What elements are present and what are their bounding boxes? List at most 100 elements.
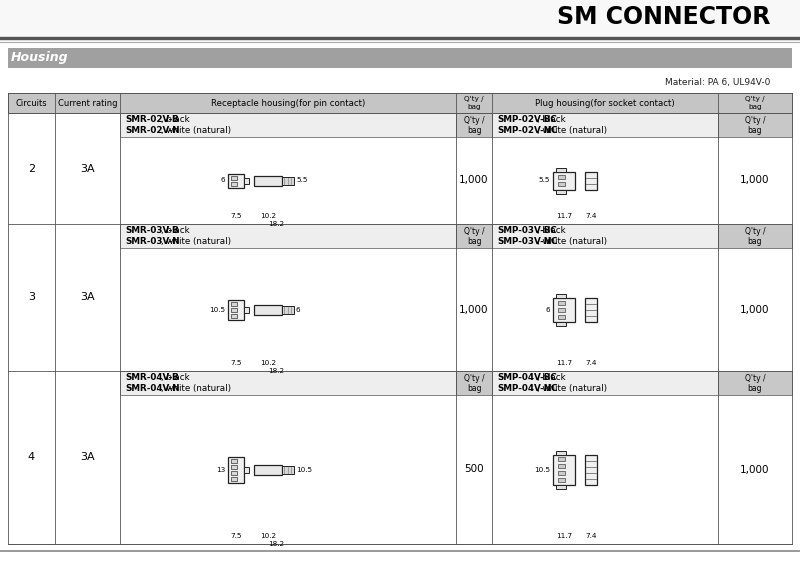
Text: 3: 3	[28, 293, 35, 302]
Bar	[558, 478, 565, 482]
Bar	[556, 294, 566, 298]
Text: , white (natural): , white (natural)	[537, 126, 607, 135]
Bar	[231, 470, 237, 474]
Text: Q'ty /: Q'ty /	[745, 374, 766, 383]
Text: Housing: Housing	[11, 52, 69, 65]
Text: SMP-02V-NC: SMP-02V-NC	[497, 126, 558, 135]
Text: 4: 4	[28, 452, 35, 462]
Text: SMP-04V-BC: SMP-04V-BC	[497, 373, 557, 382]
Text: 6: 6	[220, 178, 225, 183]
Bar	[231, 458, 237, 462]
Text: 11.7: 11.7	[556, 533, 572, 539]
Bar	[120, 113, 456, 137]
Text: 2: 2	[28, 164, 35, 174]
Bar	[553, 298, 575, 321]
Text: Receptacle housing(for pin contact): Receptacle housing(for pin contact)	[211, 98, 365, 108]
Text: 1,000: 1,000	[459, 305, 489, 315]
Text: SMR-04V-B: SMR-04V-B	[125, 373, 179, 382]
Bar	[231, 314, 237, 318]
Text: 3A: 3A	[80, 164, 95, 174]
Bar	[231, 477, 237, 481]
Bar	[244, 307, 249, 312]
Text: 11.7: 11.7	[556, 360, 572, 366]
Text: 3A: 3A	[80, 293, 95, 302]
Text: 13: 13	[216, 466, 225, 473]
Bar	[120, 371, 456, 395]
Bar	[254, 465, 282, 474]
Text: Circuits: Circuits	[16, 98, 47, 108]
Text: Q'ty /: Q'ty /	[464, 374, 484, 383]
Bar	[456, 113, 492, 137]
Text: , white (natural): , white (natural)	[537, 237, 607, 246]
Text: 1,000: 1,000	[740, 305, 770, 315]
Text: Material: PA 6, UL94V-0: Material: PA 6, UL94V-0	[665, 78, 770, 87]
Text: bag: bag	[466, 384, 482, 393]
Bar	[553, 454, 575, 484]
Bar	[254, 175, 282, 186]
Bar	[254, 305, 282, 315]
Text: 10.2: 10.2	[260, 213, 276, 219]
Text: , black: , black	[161, 115, 190, 124]
Text: SMR-03V-N: SMR-03V-N	[125, 237, 179, 246]
Text: SMR-02V-N: SMR-02V-N	[125, 126, 179, 135]
Bar	[120, 224, 456, 248]
Text: 7.5: 7.5	[230, 533, 242, 539]
Bar	[558, 307, 565, 311]
Text: , black: , black	[161, 226, 190, 235]
Bar	[558, 471, 565, 475]
Bar	[231, 302, 237, 306]
Bar	[228, 174, 244, 187]
Bar	[8, 48, 792, 68]
Text: , white (natural): , white (natural)	[161, 237, 231, 246]
Text: bag: bag	[748, 126, 762, 135]
Text: 18.2: 18.2	[268, 221, 284, 227]
Text: 7.5: 7.5	[230, 360, 242, 366]
Bar	[282, 465, 294, 474]
Text: , white (natural): , white (natural)	[161, 126, 231, 135]
Bar	[231, 182, 237, 186]
Bar	[244, 178, 249, 183]
Text: bag: bag	[466, 237, 482, 246]
Text: 11.7: 11.7	[556, 213, 572, 219]
Text: , white (natural): , white (natural)	[537, 384, 607, 393]
Bar	[282, 177, 294, 185]
Bar	[231, 175, 237, 179]
Text: 18.2: 18.2	[268, 541, 284, 547]
Bar	[492, 224, 718, 248]
Text: 1,000: 1,000	[740, 465, 770, 474]
Bar	[718, 371, 792, 395]
Bar	[558, 464, 565, 468]
Text: Plug housing(for socket contact): Plug housing(for socket contact)	[535, 98, 675, 108]
Text: 500: 500	[464, 465, 484, 474]
Text: , black: , black	[161, 373, 190, 382]
Text: 10.2: 10.2	[260, 533, 276, 539]
Text: 3A: 3A	[80, 452, 95, 462]
Text: Q'ty /
bag: Q'ty / bag	[745, 96, 765, 109]
Bar	[456, 371, 492, 395]
Text: SM CONNECTOR: SM CONNECTOR	[557, 5, 770, 29]
Bar	[456, 224, 492, 248]
Bar	[718, 224, 792, 248]
Text: Q'ty /
bag: Q'ty / bag	[464, 96, 484, 109]
Bar	[558, 175, 565, 179]
Bar	[556, 321, 566, 325]
Bar	[8, 93, 792, 113]
Bar	[282, 306, 294, 314]
Bar	[585, 298, 597, 321]
Text: 6: 6	[546, 307, 550, 312]
Text: SMP-02V-BC: SMP-02V-BC	[497, 115, 557, 124]
Bar	[231, 465, 237, 469]
Bar	[556, 451, 566, 454]
Bar	[585, 454, 597, 484]
Text: 5.5: 5.5	[538, 178, 550, 183]
Text: bag: bag	[748, 384, 762, 393]
Text: 7.4: 7.4	[586, 213, 597, 219]
Text: bag: bag	[748, 237, 762, 246]
Bar	[244, 466, 249, 473]
Bar	[558, 301, 565, 305]
Bar	[228, 299, 244, 319]
Text: , black: , black	[537, 226, 566, 235]
Text: 1,000: 1,000	[740, 175, 770, 186]
Text: 18.2: 18.2	[268, 368, 284, 374]
Bar	[556, 190, 566, 194]
